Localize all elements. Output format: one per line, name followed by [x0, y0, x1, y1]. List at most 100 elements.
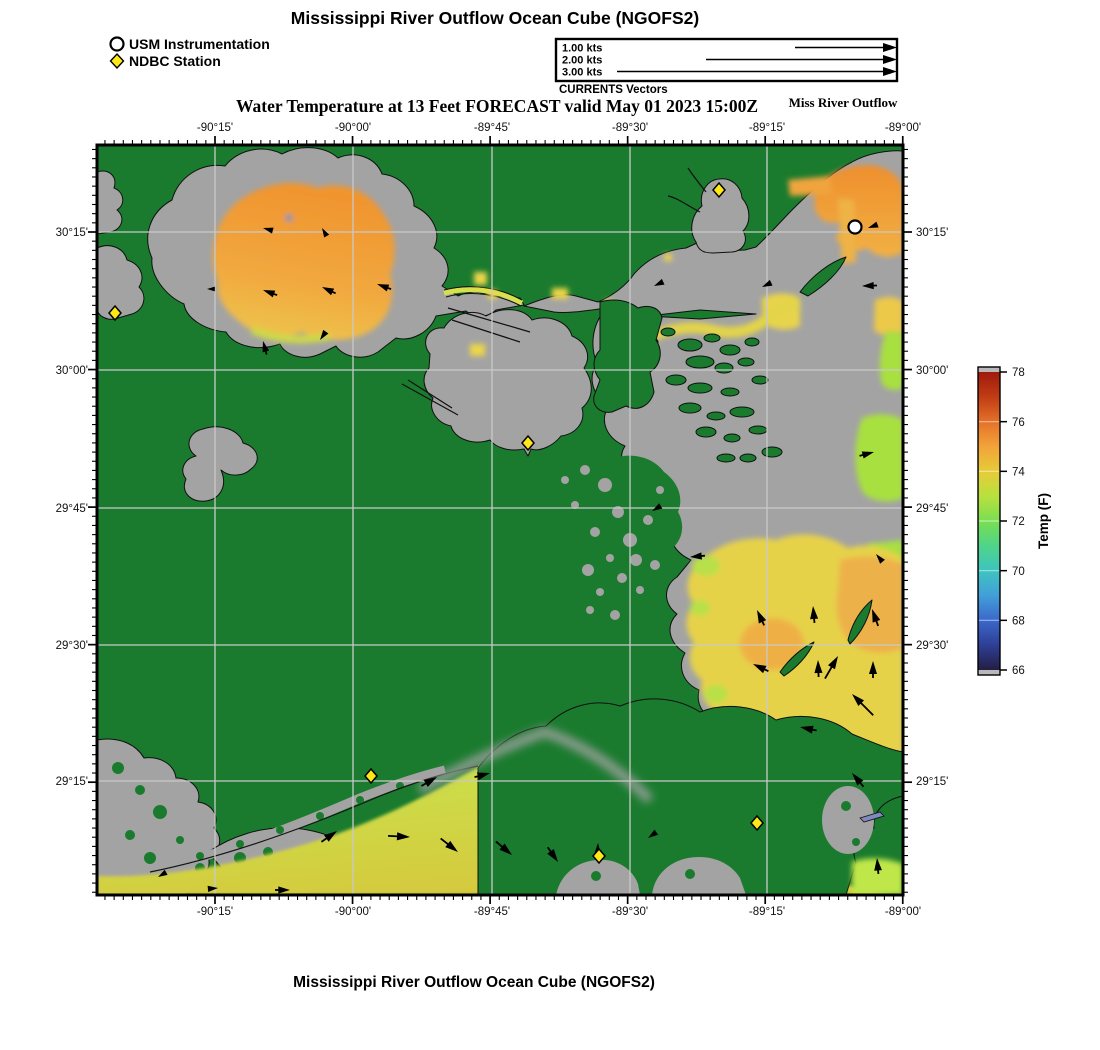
current-arrow — [757, 610, 767, 626]
rigolets-banks — [443, 286, 523, 307]
axis-ticks — [88, 136, 912, 904]
current-arrow — [868, 661, 878, 678]
nodata-fade — [417, 726, 654, 804]
lat-tick-label: 30°15' — [916, 227, 948, 239]
lake-borgne-water — [423, 309, 592, 457]
lon-tick-label: -90°00' — [335, 906, 371, 918]
lon-tick-label: -90°00' — [335, 122, 371, 134]
current-arrow — [654, 278, 665, 286]
marker-legend: USM Instrumentation NDBC Station — [109, 36, 270, 70]
page-title: Mississippi River Outflow Ocean Cube (NG… — [291, 8, 699, 28]
shore-patch-west-top — [97, 170, 124, 235]
lat-tick-label: 29°15' — [56, 776, 88, 788]
current-arrow — [158, 869, 168, 877]
colorbar-tick-label: 72 — [1012, 516, 1025, 528]
bay-creeks — [667, 167, 707, 213]
barrier-marsh-strip — [158, 765, 447, 873]
station-markers — [108, 181, 863, 865]
current-arrow — [852, 773, 865, 788]
current-arrow — [868, 221, 879, 228]
colorbar-tick-label: 68 — [1012, 616, 1025, 628]
colorbar-cap-top — [978, 367, 1000, 372]
ndbc-station-marker — [712, 181, 726, 199]
currents-legend-row-label: 1.00 kts — [562, 43, 602, 55]
lon-tick-label: -89°00' — [885, 122, 921, 134]
colorbar-tick-label: 78 — [1012, 367, 1025, 379]
colorbar-title: Temp (F) — [1036, 493, 1051, 549]
chandeleur-island — [847, 599, 873, 645]
small-lake — [182, 426, 258, 502]
lon-tick-label: -89°30' — [612, 122, 648, 134]
lat-tick-label: 29°45' — [56, 503, 88, 515]
currents-legend-arrowhead — [883, 67, 897, 76]
lat-tick-label: 30°15' — [56, 227, 88, 239]
current-arrow — [876, 554, 885, 564]
current-arrow — [420, 777, 437, 787]
current-arrow — [753, 664, 769, 674]
currents-legend-caption: CURRENTS Vectors — [559, 84, 668, 96]
current-arrow — [872, 609, 881, 627]
lon-tick-label: -89°45' — [474, 122, 510, 134]
lat-tick-label: 29°30' — [916, 640, 948, 652]
ndbc-diamond-icon — [109, 52, 125, 70]
current-arrow — [263, 227, 274, 234]
axis-labels: -90°15' -90°15' -90°00' -90°00' -89°45' -89°4… — [56, 122, 949, 918]
colorbar: 78 76 74 72 70 68 66 Temp (F) — [977, 366, 1051, 677]
current-arrow — [377, 284, 392, 292]
chandeleur-island-2 — [779, 641, 815, 677]
current-arrow — [322, 228, 330, 238]
current-arrow — [652, 503, 663, 511]
lon-tick-label: -89°45' — [474, 906, 510, 918]
graticule — [97, 145, 903, 895]
current-arrow — [440, 837, 458, 852]
lat-tick-label: 29°45' — [916, 503, 948, 515]
current-arrow — [852, 694, 874, 716]
lon-tick-label: -90°15' — [197, 122, 233, 134]
ndbc-station-marker — [750, 814, 764, 832]
current-arrow — [275, 886, 290, 894]
current-arrow — [690, 552, 706, 560]
lat-tick-label: 29°15' — [916, 776, 948, 788]
usm-circle-icon — [109, 36, 125, 52]
currents-legend-row-label: 3.00 kts — [562, 67, 602, 79]
current-arrow — [814, 660, 823, 678]
current-arrow — [320, 329, 329, 340]
current-arrow — [495, 840, 512, 855]
current-vectors — [158, 221, 885, 894]
current-arrow — [322, 287, 336, 296]
current-arrow — [648, 829, 659, 838]
map-canvas — [97, 145, 903, 895]
current-arrow — [800, 725, 817, 734]
currents-legend-row-label: 2.00 kts — [562, 55, 602, 67]
current-arrow — [387, 832, 410, 841]
temp-data-pontchartrain — [212, 183, 395, 344]
rigolets-channel — [443, 287, 524, 306]
marsh-peninsula — [593, 299, 663, 413]
lon-tick-label: -90°15' — [197, 906, 233, 918]
lat-tick-label: 29°30' — [56, 640, 88, 652]
current-arrow — [859, 451, 874, 459]
usm-legend-label: USM Instrumentation — [129, 36, 270, 52]
shore-patch-west — [97, 245, 145, 320]
colorbar-tick-label: 74 — [1012, 467, 1025, 479]
ndbc-station-marker — [592, 847, 606, 865]
lon-tick-label: -89°15' — [749, 122, 785, 134]
marsh-mottling — [561, 465, 664, 620]
footer-title: Mississippi River Outflow Ocean Cube (NG… — [293, 974, 655, 991]
lat-tick-label: 30°00' — [916, 365, 948, 377]
colorbar-tick-label: 66 — [1012, 665, 1025, 677]
current-arrow — [474, 772, 490, 780]
ndbc-station-marker — [521, 434, 535, 452]
lon-tick-label: -89°15' — [749, 906, 785, 918]
current-arrow — [262, 341, 270, 355]
current-arrow — [320, 831, 337, 843]
temp-data-corner — [852, 858, 903, 895]
ndbc-station-marker — [364, 767, 378, 785]
lon-tick-label: -89°00' — [885, 906, 921, 918]
delta-mottling — [556, 786, 885, 895]
colorbar-tick-label: 76 — [1012, 417, 1025, 429]
map-subtitle: Water Temperature at 13 Feet FORECAST va… — [236, 96, 758, 116]
current-arrow — [874, 858, 882, 875]
current-arrow — [824, 656, 838, 679]
